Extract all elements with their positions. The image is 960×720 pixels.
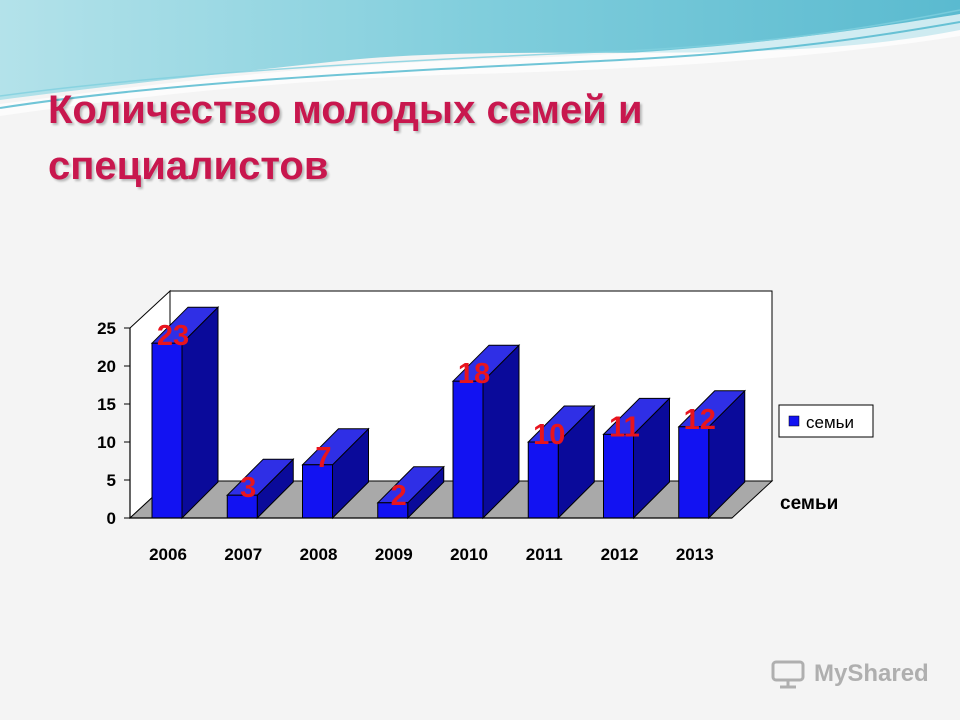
depth-axis-label: семьи [780,493,838,514]
x-tick-label: 2006 [149,545,187,564]
wave-line [0,9,960,97]
x-tick-label: 2009 [375,545,413,564]
x-tick-label: 2008 [300,545,338,564]
chart-bars [150,305,746,520]
data-label: 7 [315,442,331,474]
wave-highlight [0,14,960,116]
data-label: 3 [240,472,256,504]
y-tick-label: 0 [107,509,116,528]
chart-legend: семьи [778,404,874,438]
data-label: 11 [609,411,640,443]
x-tick-label: 2010 [450,545,488,564]
watermark: MyShared [770,656,929,692]
x-tick-label: 2007 [224,545,262,564]
chart-walls [128,289,774,520]
slide-title: Количество молодых семей и специалистов [48,88,643,188]
legend-entry: семьи [806,413,854,432]
bar [527,404,596,520]
x-tick-label: 2013 [676,545,714,564]
y-tick-label: 5 [107,471,116,490]
y-tick-label: 15 [97,395,116,414]
bar-front [527,441,559,519]
bar [150,305,220,520]
x-tick-label: 2012 [601,545,639,564]
data-label: 10 [533,419,565,451]
data-label: 2 [391,480,407,512]
presentation-icon [771,660,805,689]
bar [376,465,445,520]
x-tick-label: 2011 [526,545,563,564]
bar-front [678,426,710,519]
bar [451,343,521,520]
data-label: 23 [157,320,189,352]
data-label: 12 [684,404,716,436]
bar-front [452,380,484,519]
bar [677,389,746,520]
y-tick-label: 25 [97,319,116,338]
y-tick-label: 10 [97,433,116,452]
bar [602,397,671,520]
header-waves [0,0,960,116]
chart-text: 0 5 10 15 20 25 2006 23 2007 3 2008 7 2009 2 2010 18 201… [97,319,732,564]
wave-line [0,21,960,109]
bar-front [603,433,634,519]
data-label: 18 [458,358,490,390]
legend-swatch [788,415,800,427]
bar-front [151,342,183,519]
wave-band [0,0,960,100]
y-tick-label: 20 [97,357,116,376]
chart-floor [128,480,774,519]
watermark-text: MyShared [814,660,929,687]
